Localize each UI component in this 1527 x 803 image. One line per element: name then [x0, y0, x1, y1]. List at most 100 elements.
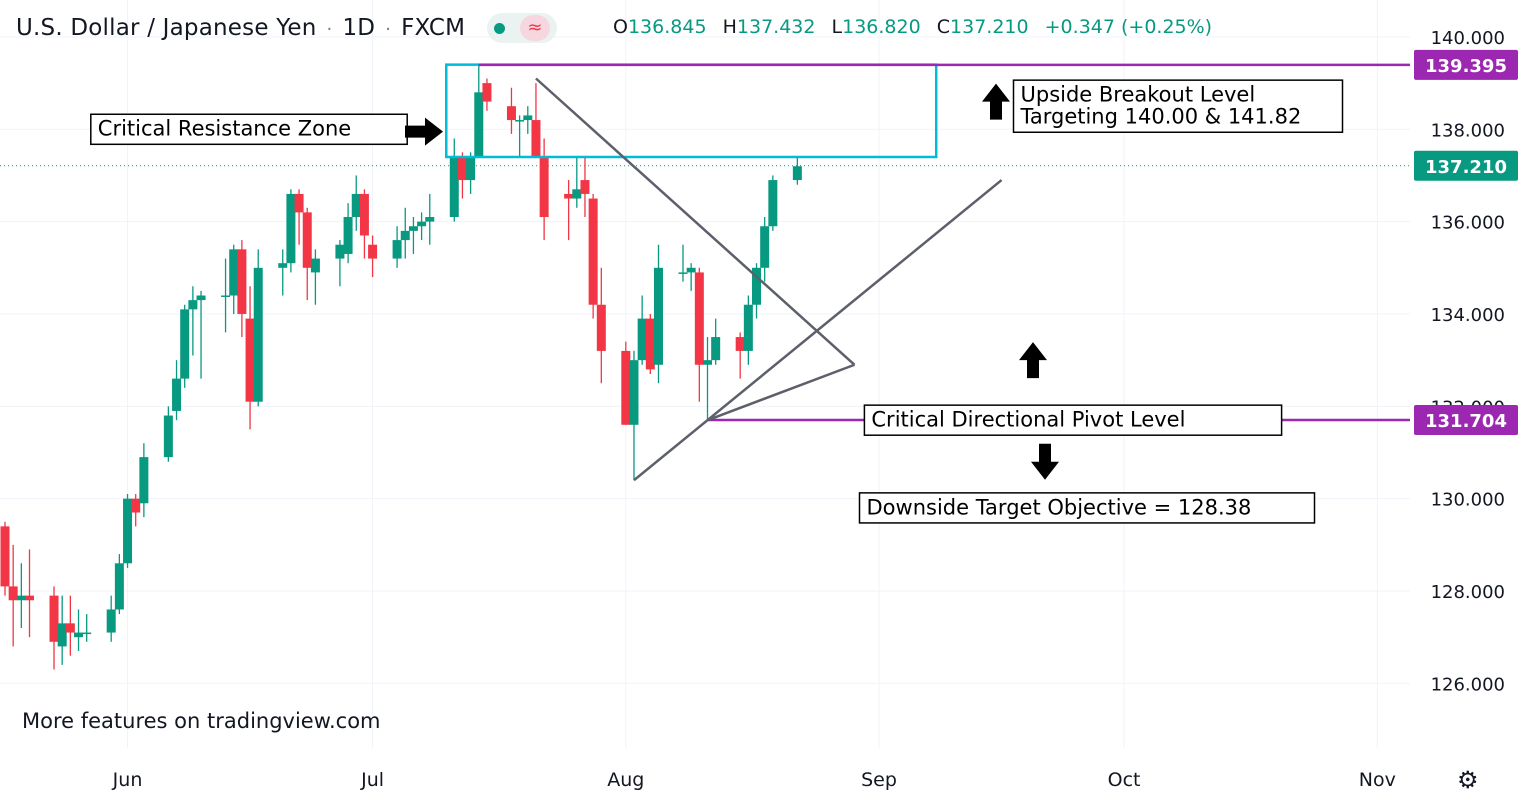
candle-body: [703, 360, 712, 365]
time-tick-label: Nov: [1359, 769, 1396, 791]
tradingview-promo[interactable]: More features on tradingview.com: [22, 709, 381, 733]
candle-body: [8, 586, 18, 601]
candle-body: [74, 632, 84, 638]
candle: [253, 249, 263, 407]
candle: [359, 189, 369, 259]
downside-target-label-text: Downside Target Objective = 128.38: [867, 495, 1252, 519]
candle: [760, 217, 770, 282]
candle-body: [449, 156, 459, 218]
chart-header: U.S. Dollar / Japanese Yen · 1D · FXCM ≈: [16, 11, 558, 45]
candle: [82, 614, 92, 642]
candle: [368, 235, 378, 278]
symbol-name: U.S. Dollar / Japanese Yen: [16, 15, 317, 41]
price-tick-label: 134.000: [1431, 305, 1505, 326]
candle-body: [294, 193, 304, 213]
candle: [131, 494, 141, 527]
candle-body: [65, 623, 75, 633]
pivot-level-label-box: [863, 404, 1283, 436]
price-axis[interactable]: 126.000128.000130.000132.000134.000136.0…: [1414, 28, 1518, 695]
candle-body: [637, 318, 647, 361]
candle: [482, 78, 492, 111]
candle-body: [425, 217, 435, 222]
open-value: 136.845: [627, 16, 707, 38]
candle-body: [172, 378, 182, 411]
candle-body: [621, 350, 631, 425]
candle: [564, 180, 574, 241]
candle: [694, 267, 704, 402]
candle-body: [25, 595, 35, 601]
candle-body: [523, 115, 533, 121]
candle-body: [760, 226, 770, 268]
candle: [343, 203, 353, 264]
candle: [449, 138, 459, 222]
time-tick-label: Aug: [607, 769, 644, 791]
arrow-down-icon-shape: [1031, 443, 1059, 480]
candle: [768, 175, 778, 231]
candle-body: [359, 193, 369, 236]
market-open-icon: [494, 22, 506, 34]
candle-body: [539, 156, 549, 218]
candle-body: [466, 156, 476, 181]
candle-body: [49, 595, 59, 642]
time-tick-label: Jul: [360, 769, 384, 791]
candle-body: [408, 226, 418, 231]
trendline: [707, 363, 855, 422]
candle: [392, 226, 402, 268]
resistance-zone-label-box: [90, 113, 408, 146]
candle: [523, 106, 533, 134]
candle: [425, 193, 435, 245]
candle: [180, 304, 190, 388]
separator-dot: ·: [326, 19, 333, 40]
time-axis[interactable]: Jun Jul Aug Sep Oct Nov: [112, 769, 1396, 791]
candle-body: [768, 180, 778, 227]
candle: [743, 295, 753, 365]
candle-body: [506, 106, 516, 121]
candle-body: [0, 526, 10, 587]
candle-body: [82, 632, 92, 635]
candle-body: [123, 498, 133, 564]
candle-body: [792, 166, 802, 181]
candle-body: [310, 258, 320, 273]
candle-body: [343, 217, 353, 254]
change-value: +0.347 (+0.25%): [1044, 16, 1213, 38]
candle: [163, 406, 173, 462]
candle-body: [417, 221, 427, 227]
candle: [588, 193, 598, 319]
market-status-pill[interactable]: ≈: [487, 13, 558, 43]
breakout-level-label-box: [1012, 79, 1344, 133]
candle-body: [188, 300, 198, 310]
candle-body: [572, 189, 582, 199]
gear-icon[interactable]: ⚙: [1457, 766, 1479, 794]
candle: [16, 563, 26, 628]
breakout-level-label-text: Upside Breakout Level: [1021, 83, 1256, 107]
symbol-title[interactable]: U.S. Dollar / Japanese Yen · 1D · FXCM: [16, 15, 465, 41]
time-tick-label: Sep: [861, 769, 897, 791]
arrow-up-icon: [1019, 342, 1047, 379]
candle-body: [711, 337, 721, 361]
candle: [245, 286, 255, 430]
close-value: 137.210: [950, 16, 1029, 38]
resistance-zone-label: Critical Resistance Zone: [90, 113, 408, 146]
candle: [474, 64, 484, 157]
candle: [237, 240, 247, 338]
low-value: 136.820: [842, 16, 921, 38]
candle-body: [237, 249, 247, 314]
candle: [335, 240, 345, 287]
level-price-badge: 139.395: [1414, 49, 1518, 80]
candle-body: [743, 304, 753, 351]
candle: [221, 258, 231, 333]
candle: [417, 212, 427, 241]
candle: [515, 115, 525, 157]
candle: [351, 175, 361, 231]
candle-body: [335, 244, 345, 259]
candle-body: [588, 198, 598, 305]
candles: [0, 64, 802, 670]
candle-body: [392, 240, 402, 259]
candle: [74, 609, 84, 652]
candle-body: [229, 249, 239, 296]
candle: [114, 554, 124, 615]
candle-body: [474, 92, 484, 157]
candle: [65, 595, 75, 656]
